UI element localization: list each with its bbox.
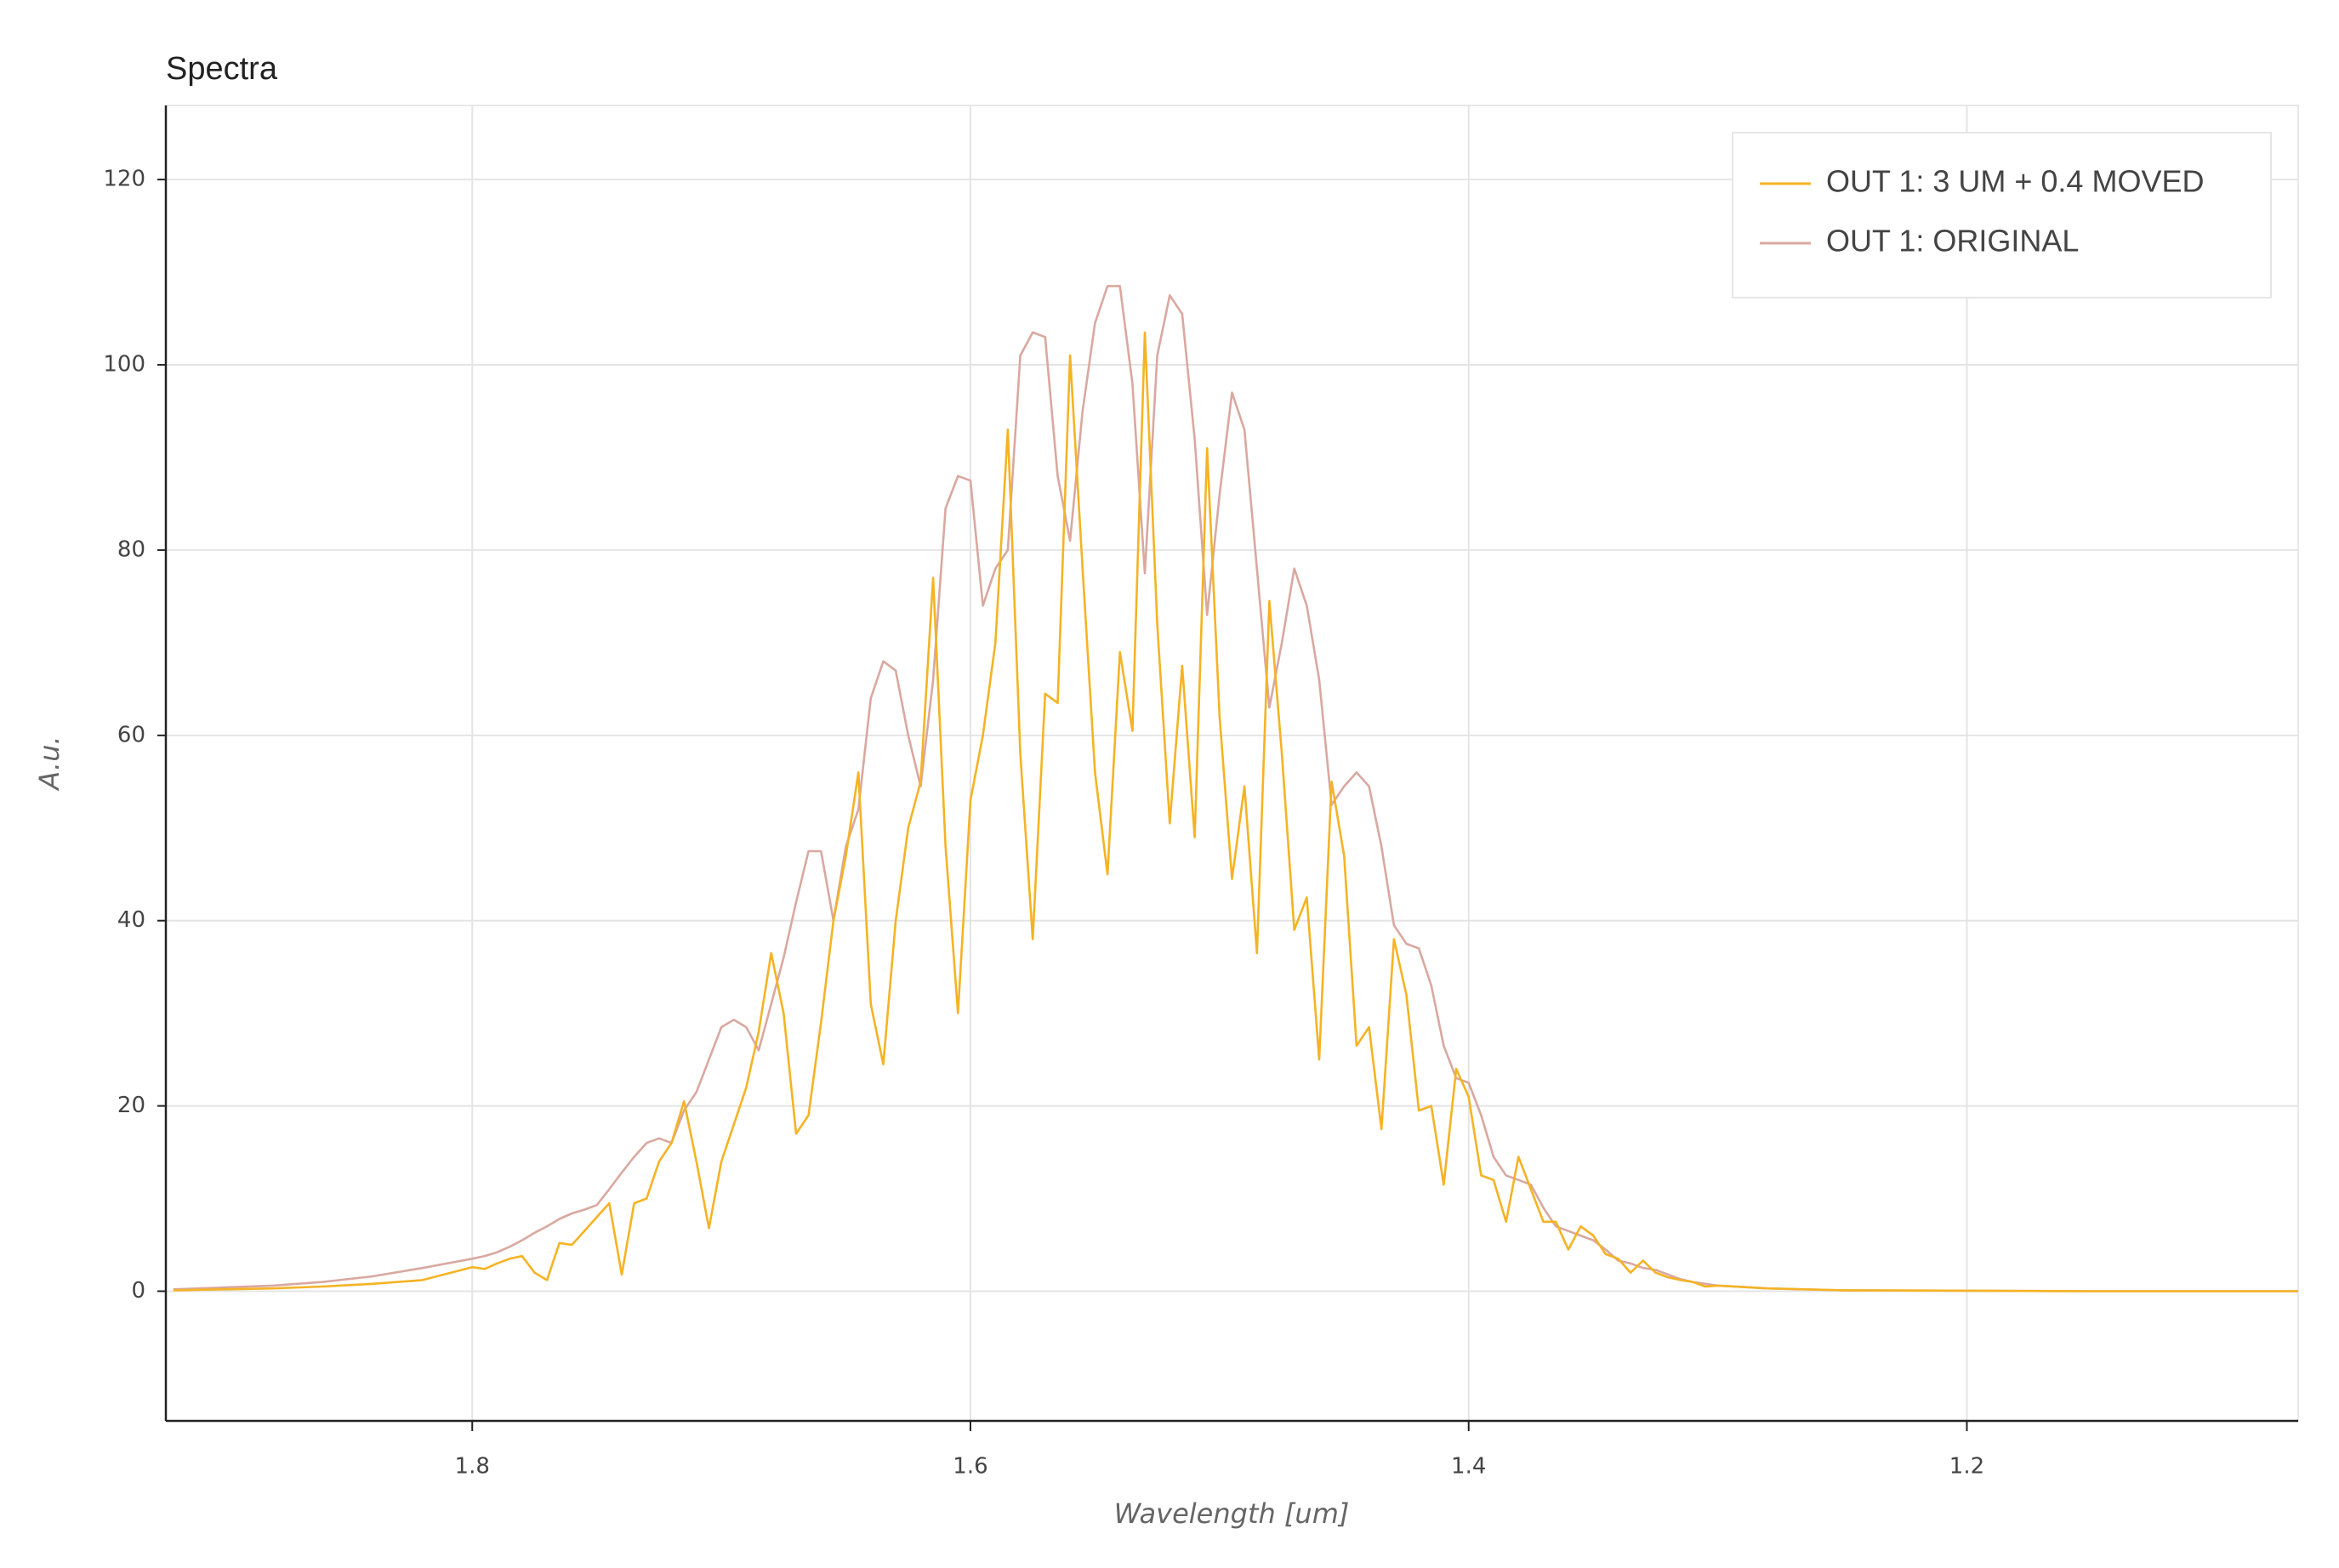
y-tick-label: 40 [117,907,145,933]
x-tick-label: 1.2 [1949,1454,1984,1480]
x-tick-label: 1.8 [455,1454,490,1480]
series-line [173,285,2298,1292]
chart-title: Spectra [166,51,278,87]
y-tick-label: 120 [103,167,145,192]
y-axis-label: A.u. [33,736,65,791]
series-line [173,331,2298,1292]
y-tick-label: 20 [117,1093,145,1118]
x-tick-label: 1.4 [1451,1454,1486,1480]
x-tick-label: 1.6 [953,1454,987,1480]
legend-label: OUT 1: ORIGINAL [1826,224,2079,258]
legend-label: OUT 1: 3 UM + 0.4 MOVED [1826,164,2204,199]
y-tick-label: 0 [131,1278,145,1304]
legend-box [1732,132,2272,298]
y-tick-label: 60 [117,722,145,747]
y-tick-label: 80 [117,537,145,562]
x-axis-label: Wavelength [um] [1114,1497,1350,1530]
y-tick-label: 100 [103,352,145,378]
